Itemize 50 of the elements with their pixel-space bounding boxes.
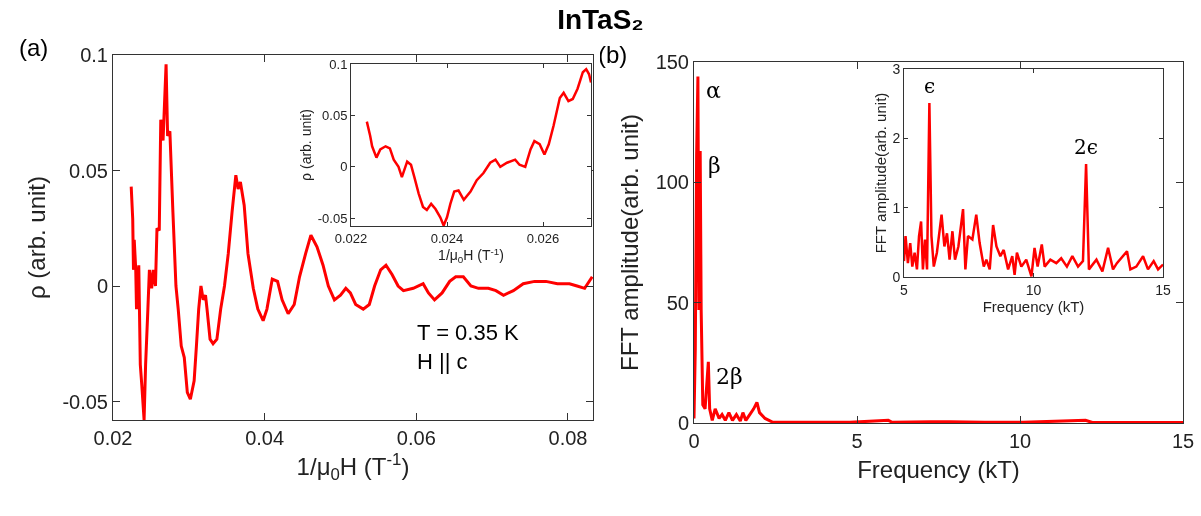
text: (b): [598, 41, 628, 68]
annotation: H || c: [417, 349, 468, 374]
y-tick-label: 1: [892, 199, 901, 216]
x-tick-label: 10: [1025, 281, 1042, 298]
y-tick-label: 100: [655, 171, 689, 194]
annotation: β: [708, 153, 721, 178]
y-tick-label: 2: [892, 130, 901, 147]
y-tick-label: 0.1: [329, 56, 348, 72]
line-series: [904, 101, 1163, 277]
x-axis-title: Frequency (kT): [857, 456, 1020, 484]
y-tick-label: 0: [340, 159, 348, 175]
annotation: ϵ: [924, 74, 936, 98]
annotation: T = 0.35 K: [417, 320, 520, 345]
y-tick-label: 0: [892, 268, 901, 285]
x-tick-label: 5: [851, 430, 863, 452]
y-tick-label: 3: [892, 60, 901, 77]
y-tick-label: -0.05: [317, 210, 348, 226]
line-series: [694, 74, 1183, 423]
annotation: 2β: [716, 364, 743, 389]
x-axis-title: 1/μ$_{0}$H (T$^{-1}$): [296, 450, 410, 485]
x-tick-label: 0.06: [396, 427, 436, 449]
y-tick-label: 0.05: [322, 107, 348, 123]
x-tick-label: 0.02: [93, 427, 133, 449]
x-tick-label: 0.024: [430, 230, 464, 246]
x-axis-title: Frequency (kT): [982, 297, 1085, 315]
x-tick-label: 5: [900, 281, 909, 298]
line-series: [129, 62, 593, 420]
y-tick-label: 0.05: [69, 159, 108, 182]
x-tick-label: 0.08: [548, 427, 588, 449]
y-tick-label: 150: [655, 51, 689, 73]
x-tick-label: 15: [1171, 430, 1195, 452]
y-tick-label: 0.1: [80, 44, 108, 66]
y-tick-label: 50: [666, 291, 689, 314]
x-tick-label: 15: [1155, 281, 1171, 298]
x-tick-label: 10: [1008, 430, 1032, 452]
y-tick-label: -0.05: [62, 390, 108, 413]
y-axis-title: FFT amplitude(arb. unit): [871, 92, 889, 254]
x-tick-label: 0.022: [334, 230, 368, 246]
x-axis-title: 1/μ$_{0}$H (T$^{-1}$): [438, 245, 504, 266]
x-tick-label: 0.026: [526, 230, 560, 246]
y-axis-title: ρ (arb. unit): [298, 109, 315, 181]
annotation: α: [706, 78, 721, 103]
y-tick-label: 0: [677, 412, 689, 434]
x-tick-label: 0.04: [245, 427, 285, 449]
y-axis-title: ρ (arb. unit): [22, 175, 50, 300]
y-axis-title: FFT amplitude(arb. unit): [615, 114, 643, 371]
annotation: 2ϵ: [1074, 135, 1098, 159]
chart-title: InTaS₂: [557, 4, 644, 35]
line-series: [365, 67, 591, 226]
text: (a): [19, 34, 49, 61]
